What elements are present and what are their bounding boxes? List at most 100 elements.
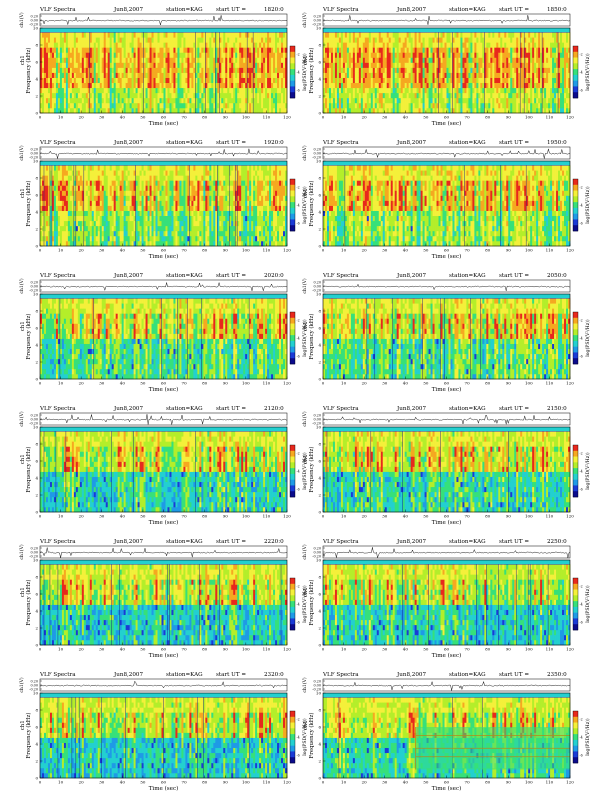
spectrogram-cell — [277, 57, 280, 63]
spectrogram-cell — [432, 32, 435, 38]
spectrogram-cell — [436, 57, 439, 63]
spectrogram-cell — [245, 97, 248, 104]
spectrogram-cell — [338, 47, 342, 53]
spectrogram-cell — [364, 77, 368, 84]
spectrogram-cell — [492, 57, 495, 63]
spectrogram-cell — [45, 230, 49, 237]
spectrogram-cell — [464, 62, 467, 68]
spectrogram-cell — [510, 52, 513, 58]
spectrogram-cell — [482, 107, 485, 114]
spectrogram-cell — [69, 210, 73, 217]
spectrogram-cell — [105, 97, 109, 104]
spectrogram-cell — [89, 170, 93, 176]
spectrogram-cell — [412, 62, 415, 68]
spectrogram-cell — [390, 92, 394, 99]
spectrogram-cell — [105, 175, 109, 181]
spectrogram-cell — [117, 37, 120, 43]
spectrogram-cell — [372, 87, 376, 94]
spectrogram-cell — [47, 200, 51, 206]
spectrogram-cell — [257, 82, 260, 89]
spectrogram-cell — [245, 92, 248, 99]
spectrogram-cell — [285, 42, 288, 48]
spectrogram-cell — [199, 52, 202, 58]
spectrogram-cell — [354, 72, 358, 78]
spectrogram-cell — [91, 107, 95, 114]
spectrogram-cell — [115, 57, 118, 63]
spectrogram-cell — [65, 102, 69, 109]
spectrogram-cell — [374, 82, 378, 89]
spectrogram-cell — [392, 67, 396, 73]
spectrogram-cell — [143, 62, 146, 68]
spectrogram-cell — [233, 102, 236, 109]
spectrogram-cell — [446, 42, 449, 48]
spectrogram-cell — [528, 67, 531, 73]
spectrogram-cell — [51, 97, 55, 104]
spectrogram-cell — [147, 37, 150, 43]
spectrogram-cell — [83, 220, 87, 227]
spectrogram-cell — [149, 82, 152, 89]
spectrogram-cell — [117, 82, 120, 89]
spectrogram-cell — [67, 67, 71, 73]
spectrogram-cell — [338, 102, 342, 109]
spectrogram-cell — [412, 57, 415, 63]
spectrogram-cell — [370, 57, 374, 63]
spectrogram-cell — [59, 220, 63, 227]
spectrogram-cell — [323, 62, 326, 68]
spectrogram-cell — [91, 42, 95, 48]
spectrogram-cell — [247, 67, 250, 73]
spectrogram-cell — [558, 97, 561, 104]
ch1-waveform — [39, 15, 288, 26]
spectrogram-cell — [133, 77, 136, 84]
spectrogram-cell — [49, 190, 53, 196]
spectrogram-cell — [103, 87, 107, 94]
spectrogram-cell — [231, 87, 234, 94]
spectrogram-cell — [115, 82, 118, 89]
spectrogram-cell — [556, 67, 559, 73]
spectrogram-cell — [348, 42, 352, 48]
spectrogram-cell — [73, 37, 77, 43]
spectrogram-cell — [183, 102, 186, 109]
spectrogram-cell — [486, 92, 489, 99]
spectrogram-cell — [245, 77, 248, 84]
spectrogram-cell — [97, 52, 101, 58]
spectrogram-cell — [83, 195, 87, 201]
spectrogram-cell — [105, 240, 109, 247]
spectrogram-cell — [470, 52, 473, 58]
spectrogram-cell — [552, 102, 555, 109]
spectrogram-cell — [183, 42, 186, 48]
spectrogram-cell — [538, 82, 541, 89]
panel-date: Jun8,2007 — [113, 140, 143, 146]
spectrogram-cell — [388, 97, 392, 104]
spectrogram-cell — [71, 215, 75, 222]
spectrogram-cell — [175, 82, 178, 89]
spectrogram-cell — [209, 32, 212, 38]
spectrogram-cell — [217, 67, 220, 73]
spectrogram-cell — [498, 92, 501, 99]
spectrogram-cell — [502, 107, 505, 114]
spectrogram-cell — [65, 72, 69, 78]
spectrogram-cell — [119, 205, 122, 211]
spectrogram-cell — [40, 77, 43, 84]
spectrogram-cell — [568, 52, 571, 58]
spectrogram-cell — [484, 77, 487, 84]
spectrogram-cell — [474, 52, 477, 58]
spectrogram-cell — [249, 102, 252, 109]
spectrogram-cell — [47, 87, 51, 94]
spectrogram-cell — [67, 37, 71, 43]
spectrogram-cell — [93, 52, 97, 58]
spectrogram-cell — [151, 52, 154, 58]
spectrogram-cell — [71, 205, 75, 211]
spectrogram-cell — [163, 102, 166, 109]
spectrogram-cell — [189, 42, 192, 48]
spectrogram-cell — [406, 72, 409, 78]
spectrogram-cell — [542, 57, 545, 63]
spectrogram-cell — [560, 57, 563, 63]
spectrogram-cell — [111, 102, 114, 109]
spectrogram-cell — [49, 235, 53, 242]
spectrogram-cell — [45, 170, 49, 176]
spectrogram-cell — [89, 175, 93, 181]
spectrogram-cell — [277, 52, 280, 58]
spectrogram-cell — [382, 67, 386, 73]
spectrogram-cell — [67, 190, 71, 196]
spectrogram-cell — [151, 87, 154, 94]
